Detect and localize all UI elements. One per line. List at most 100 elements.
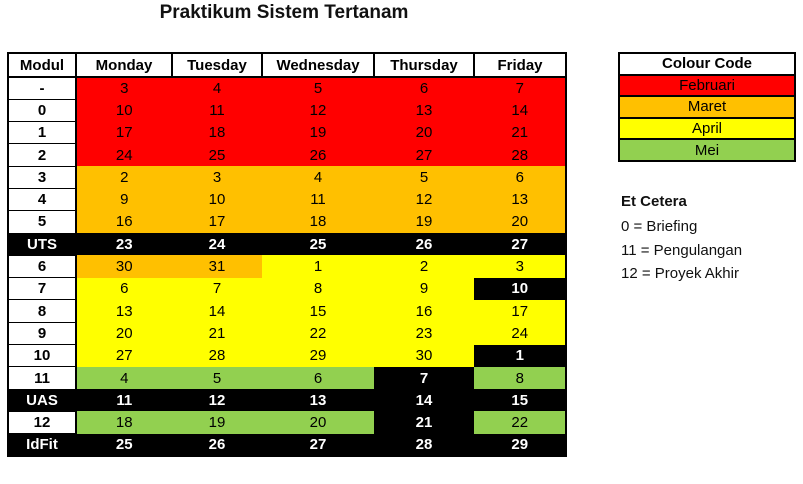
date-cell: 6 bbox=[374, 77, 474, 100]
date-cell: 8 bbox=[262, 277, 374, 300]
date-cell: 13 bbox=[76, 299, 172, 323]
modul-cell: 5 bbox=[7, 210, 77, 234]
date-cell: 17 bbox=[474, 299, 567, 323]
table-row: 9 20 21 22 23 24 bbox=[7, 321, 567, 346]
date-cell: 4 bbox=[76, 366, 172, 390]
table-row: IdFit 25 26 27 28 29 bbox=[7, 433, 567, 458]
date-cell: 13 bbox=[474, 188, 567, 211]
table-row: UTS 23 24 25 26 27 bbox=[7, 232, 567, 256]
modul-cell: 10 bbox=[7, 344, 77, 368]
note-proyek-akhir: 12 = Proyek Akhir bbox=[621, 265, 739, 282]
legend-item-mei: Mei bbox=[618, 138, 796, 162]
date-cell: 28 bbox=[172, 344, 262, 367]
date-cell: 13 bbox=[262, 389, 374, 412]
et-cetera-notes: Et Cetera 0 = Briefing 11 = Pengulangan … bbox=[621, 193, 742, 286]
date-cell: 27 bbox=[374, 143, 474, 167]
date-cell: 20 bbox=[374, 121, 474, 144]
date-cell: 14 bbox=[474, 99, 567, 122]
modul-cell: 6 bbox=[7, 254, 77, 279]
date-cell: 13 bbox=[374, 99, 474, 122]
table-row: 2 24 25 26 27 28 bbox=[7, 143, 567, 167]
date-cell: 17 bbox=[172, 210, 262, 234]
date-cell: 28 bbox=[474, 143, 567, 167]
date-cell: 27 bbox=[474, 233, 567, 256]
date-cell: 16 bbox=[374, 299, 474, 323]
date-cell: 14 bbox=[374, 389, 474, 412]
modul-cell: IdFit bbox=[7, 433, 77, 458]
header-monday: Monday bbox=[75, 52, 173, 78]
date-cell: 20 bbox=[76, 322, 172, 345]
date-cell: 23 bbox=[76, 233, 172, 256]
date-cell: 8 bbox=[474, 366, 567, 390]
table-row: 0 10 11 12 13 14 bbox=[7, 98, 567, 123]
table-row: 12 18 19 20 21 22 bbox=[7, 410, 567, 435]
modul-cell: 4 bbox=[7, 187, 77, 212]
date-cell: 1 bbox=[474, 344, 567, 367]
header-friday: Friday bbox=[473, 52, 567, 78]
modul-cell: 1 bbox=[7, 121, 77, 145]
modul-cell: 3 bbox=[7, 165, 77, 189]
date-cell: 20 bbox=[262, 411, 374, 434]
date-cell: 7 bbox=[374, 366, 474, 390]
date-cell: 9 bbox=[76, 188, 172, 211]
table-row: 10 27 28 29 30 1 bbox=[7, 344, 567, 368]
date-cell: 21 bbox=[172, 322, 262, 345]
date-cell: 27 bbox=[262, 433, 374, 458]
date-cell: 6 bbox=[262, 366, 374, 390]
modul-cell: 9 bbox=[7, 321, 77, 346]
date-cell: 27 bbox=[76, 344, 172, 367]
date-cell: 3 bbox=[172, 166, 262, 189]
date-cell: 9 bbox=[374, 277, 474, 300]
header-tuesday: Tuesday bbox=[171, 52, 263, 78]
legend-item-februari: Februari bbox=[618, 73, 796, 98]
date-cell: 12 bbox=[172, 389, 262, 412]
date-cell: 10 bbox=[76, 99, 172, 122]
date-cell: 29 bbox=[474, 433, 567, 458]
table-row: 7 6 7 8 9 10 bbox=[7, 277, 567, 301]
modul-cell: 7 bbox=[7, 277, 77, 301]
note-briefing: 0 = Briefing bbox=[621, 218, 698, 235]
modul-cell: 0 bbox=[7, 98, 77, 123]
note-pengulangan: 11 = Pengulangan bbox=[621, 241, 743, 259]
date-cell: 11 bbox=[262, 188, 374, 211]
date-cell: 18 bbox=[172, 121, 262, 144]
date-cell: 26 bbox=[262, 143, 374, 167]
legend-item-april: April bbox=[618, 116, 796, 141]
date-cell: 4 bbox=[262, 166, 374, 189]
colour-code-legend: Colour Code Februari Maret April Mei bbox=[618, 52, 796, 162]
date-cell: 25 bbox=[76, 433, 172, 458]
date-cell: 11 bbox=[172, 99, 262, 122]
et-cetera-heading: Et Cetera bbox=[621, 193, 687, 210]
modul-cell: 12 bbox=[7, 410, 77, 435]
date-cell: 12 bbox=[262, 99, 374, 122]
date-cell: 31 bbox=[172, 255, 262, 278]
table-row: 5 16 17 18 19 20 bbox=[7, 210, 567, 234]
header-wednesday: Wednesday bbox=[261, 52, 375, 78]
date-cell: 25 bbox=[262, 233, 374, 256]
date-cell: 14 bbox=[172, 299, 262, 323]
page-title: Praktikum Sistem Tertanam bbox=[159, 2, 409, 23]
date-cell: 24 bbox=[172, 233, 262, 256]
date-cell: 22 bbox=[262, 322, 374, 345]
date-cell: 3 bbox=[474, 255, 567, 278]
table-row: 8 13 14 15 16 17 bbox=[7, 299, 567, 323]
date-cell: 22 bbox=[474, 411, 567, 434]
date-cell: 3 bbox=[76, 77, 172, 100]
date-cell: 17 bbox=[76, 121, 172, 144]
date-cell: 6 bbox=[76, 277, 172, 300]
date-cell: 10 bbox=[172, 188, 262, 211]
date-cell: 4 bbox=[172, 77, 262, 100]
table-row: 6 30 31 1 2 3 bbox=[7, 254, 567, 279]
table-row: 11 4 5 6 7 8 bbox=[7, 366, 567, 390]
date-cell: 15 bbox=[262, 299, 374, 323]
date-cell: 6 bbox=[474, 166, 567, 189]
date-cell: 30 bbox=[76, 255, 172, 278]
modul-cell: - bbox=[7, 76, 77, 100]
schedule-header-row: Modul Monday Tuesday Wednesday Thursday … bbox=[7, 52, 567, 78]
schedule-table: Modul Monday Tuesday Wednesday Thursday … bbox=[7, 52, 567, 458]
date-cell: 5 bbox=[172, 366, 262, 390]
modul-cell: UTS bbox=[7, 232, 77, 256]
table-row: 1 17 18 19 20 21 bbox=[7, 121, 567, 145]
